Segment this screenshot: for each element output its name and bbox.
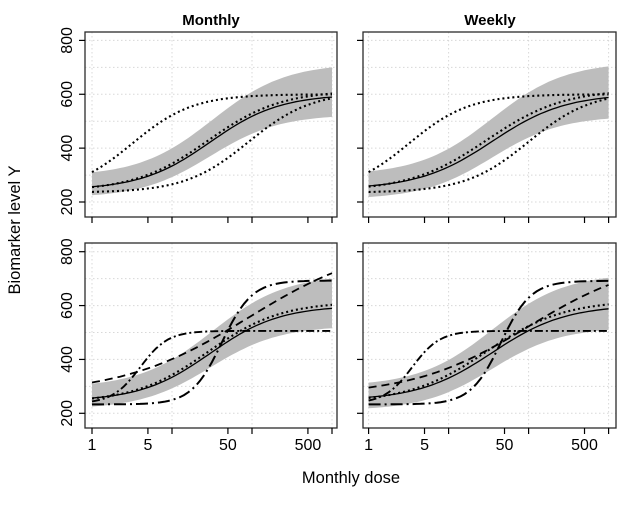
panel-border [84, 242, 338, 429]
confidence-band [92, 67, 332, 196]
panel-border [84, 31, 338, 218]
curve-candidate-high-ed50-dotted [91, 97, 333, 193]
x-axis-label: Monthly dose [302, 469, 400, 487]
y-tick-label: 600 [59, 81, 76, 108]
panel-grid: 200 400 600 800 1 5 50 500 200 400 600 800 1 5 50 500 [59, 27, 617, 454]
y-tick-label: 600 [59, 292, 76, 319]
x-tick-label: 50 [219, 437, 237, 454]
panel-border [362, 31, 617, 218]
y-tick-label: 800 [59, 238, 76, 265]
y-tick-label: 200 [59, 189, 76, 216]
panel-weekly-bottom: 1 5 50 500 [357, 242, 617, 454]
x-tick-label: 500 [295, 437, 322, 454]
curve-candidate-high-ed50-dotted [368, 97, 609, 193]
curve-candidate-steep-early-dotdash [368, 329, 609, 402]
x-tick-label: 1 [364, 437, 373, 454]
curve-fit-median-solid [91, 96, 333, 188]
curve-candidate-steep-late-longdashdot [92, 279, 332, 406]
axis-ticks [79, 39, 333, 223]
confidence-band [368, 66, 609, 198]
curve-candidate-mid-dotted [368, 303, 609, 399]
strip-label-monthly: Monthly [182, 12, 240, 29]
curve-candidate-mid-dotted [91, 92, 333, 189]
x-tick-label: 500 [571, 437, 598, 454]
axis-ticks [79, 251, 333, 434]
x-tick-label: 5 [420, 437, 429, 454]
axis-ticks [357, 251, 610, 434]
curve-fit-median-solid [368, 96, 609, 187]
curve-candidate-low-ed50-dotted [368, 93, 609, 174]
y-tick-label: 400 [59, 346, 76, 373]
curve-candidate-steep-early-dotdash [91, 329, 332, 403]
y-axis-label: Biomarker level Y [6, 166, 24, 295]
panel-border [362, 242, 617, 429]
curve-candidate-steep-late-longdashdot [368, 279, 609, 406]
y-tick-label: 800 [59, 27, 76, 54]
strip-label-weekly: Weekly [464, 12, 516, 29]
curve-candidate-mid-dotted [368, 92, 609, 188]
y-tick-label: 400 [59, 135, 76, 162]
panel-monthly-bottom: 1 5 50 500 200 400 600 800 [59, 238, 338, 454]
panel-weekly-top [357, 31, 617, 223]
curve-candidate-shallow-high-longdash [91, 272, 333, 384]
curve-candidate-mid-dotted [91, 303, 333, 400]
x-tick-label: 5 [143, 437, 152, 454]
axis-ticks [357, 39, 610, 223]
confidence-band [92, 278, 332, 407]
curve-candidate-shallow-high-longdash [368, 284, 609, 389]
x-tick-label: 1 [88, 437, 97, 454]
curve-fit-median-solid [91, 307, 333, 399]
panel-monthly-top: 200 400 600 800 [59, 27, 338, 223]
curve-fit-median-solid [368, 308, 609, 398]
x-tick-label: 50 [496, 437, 514, 454]
confidence-band [368, 277, 609, 409]
curve-candidate-low-ed50-dotted [91, 93, 332, 174]
y-tick-label: 200 [59, 400, 76, 427]
